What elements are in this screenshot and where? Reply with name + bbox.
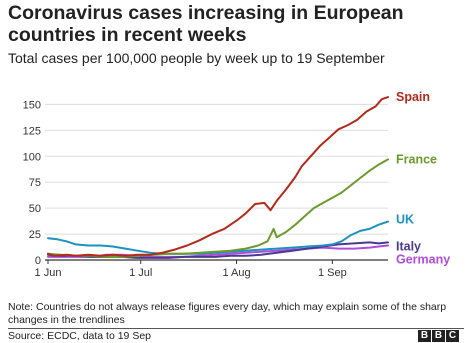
chart-note: Note: Countries do not always release fi… bbox=[8, 301, 447, 326]
y-tick-label: 25 bbox=[29, 229, 41, 241]
x-tick-label: 1 Jun bbox=[35, 267, 62, 279]
series-line-france bbox=[47, 158, 389, 258]
line-chart: 0 25 50 75 100 125 150 1 Jun 1 Jul 1 Aug 1 Sep Spa… bbox=[23, 90, 451, 279]
series-label-spain: Spain bbox=[396, 90, 430, 104]
series-label-france: France bbox=[396, 152, 437, 166]
x-tick-label: 1 Sep bbox=[318, 267, 347, 279]
y-tick-label: 75 bbox=[29, 177, 41, 189]
series-label-italy: Italy bbox=[396, 239, 421, 253]
y-tick-label: 150 bbox=[23, 99, 41, 111]
bbc-logo-block: B bbox=[418, 330, 431, 342]
bbc-logo-block: B bbox=[432, 330, 445, 342]
x-tick-label: 1 Aug bbox=[222, 267, 250, 279]
series-label-germany: Germany bbox=[396, 252, 450, 266]
series-label-uk: UK bbox=[396, 213, 414, 227]
y-tick-label: 0 bbox=[35, 255, 41, 267]
x-tick-label: 1 Jul bbox=[129, 267, 152, 279]
bbc-logo: B B C bbox=[418, 330, 459, 342]
chart-source: Source: ECDC, data to 19 Sep bbox=[8, 330, 151, 342]
bbc-logo-block: C bbox=[446, 330, 459, 342]
y-tick-label: 100 bbox=[23, 151, 41, 163]
chart-title: Coronavirus cases increasing in European… bbox=[8, 2, 404, 46]
series-line-spain bbox=[47, 96, 389, 257]
chart-subtitle: Total cases per 100,000 people by week u… bbox=[8, 50, 385, 66]
y-tick-label: 125 bbox=[23, 125, 41, 137]
footer-divider bbox=[8, 328, 464, 329]
y-tick-label: 50 bbox=[29, 203, 41, 215]
